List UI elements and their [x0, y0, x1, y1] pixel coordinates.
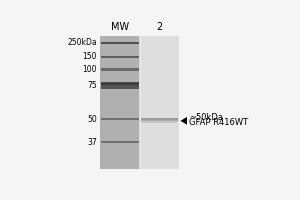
Text: 250kDa: 250kDa: [67, 38, 97, 47]
Text: ~50kDa: ~50kDa: [189, 113, 223, 122]
Text: 37: 37: [87, 138, 97, 147]
Bar: [141, 118, 178, 121]
Text: 2: 2: [156, 22, 163, 32]
Bar: [101, 141, 139, 143]
Bar: [100, 36, 140, 169]
Bar: [140, 36, 179, 169]
Text: GFAP R416WT: GFAP R416WT: [189, 118, 248, 127]
Bar: [142, 120, 178, 123]
Polygon shape: [181, 117, 187, 125]
Text: 75: 75: [87, 81, 97, 90]
Text: 150: 150: [82, 52, 97, 61]
Bar: [101, 82, 139, 85]
Bar: [100, 36, 179, 169]
Bar: [101, 68, 139, 71]
Bar: [101, 56, 139, 58]
Text: MW: MW: [111, 22, 129, 32]
Bar: [101, 42, 139, 44]
Text: 100: 100: [82, 65, 97, 74]
Bar: [101, 118, 139, 120]
Text: 50: 50: [87, 115, 97, 124]
Bar: [101, 83, 139, 89]
